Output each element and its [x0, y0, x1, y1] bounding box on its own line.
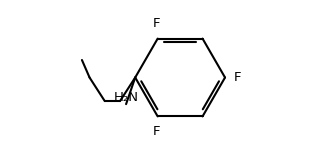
Text: H₂N: H₂N — [113, 91, 139, 104]
Text: F: F — [233, 71, 241, 84]
Text: F: F — [153, 17, 161, 30]
Text: F: F — [153, 125, 161, 138]
